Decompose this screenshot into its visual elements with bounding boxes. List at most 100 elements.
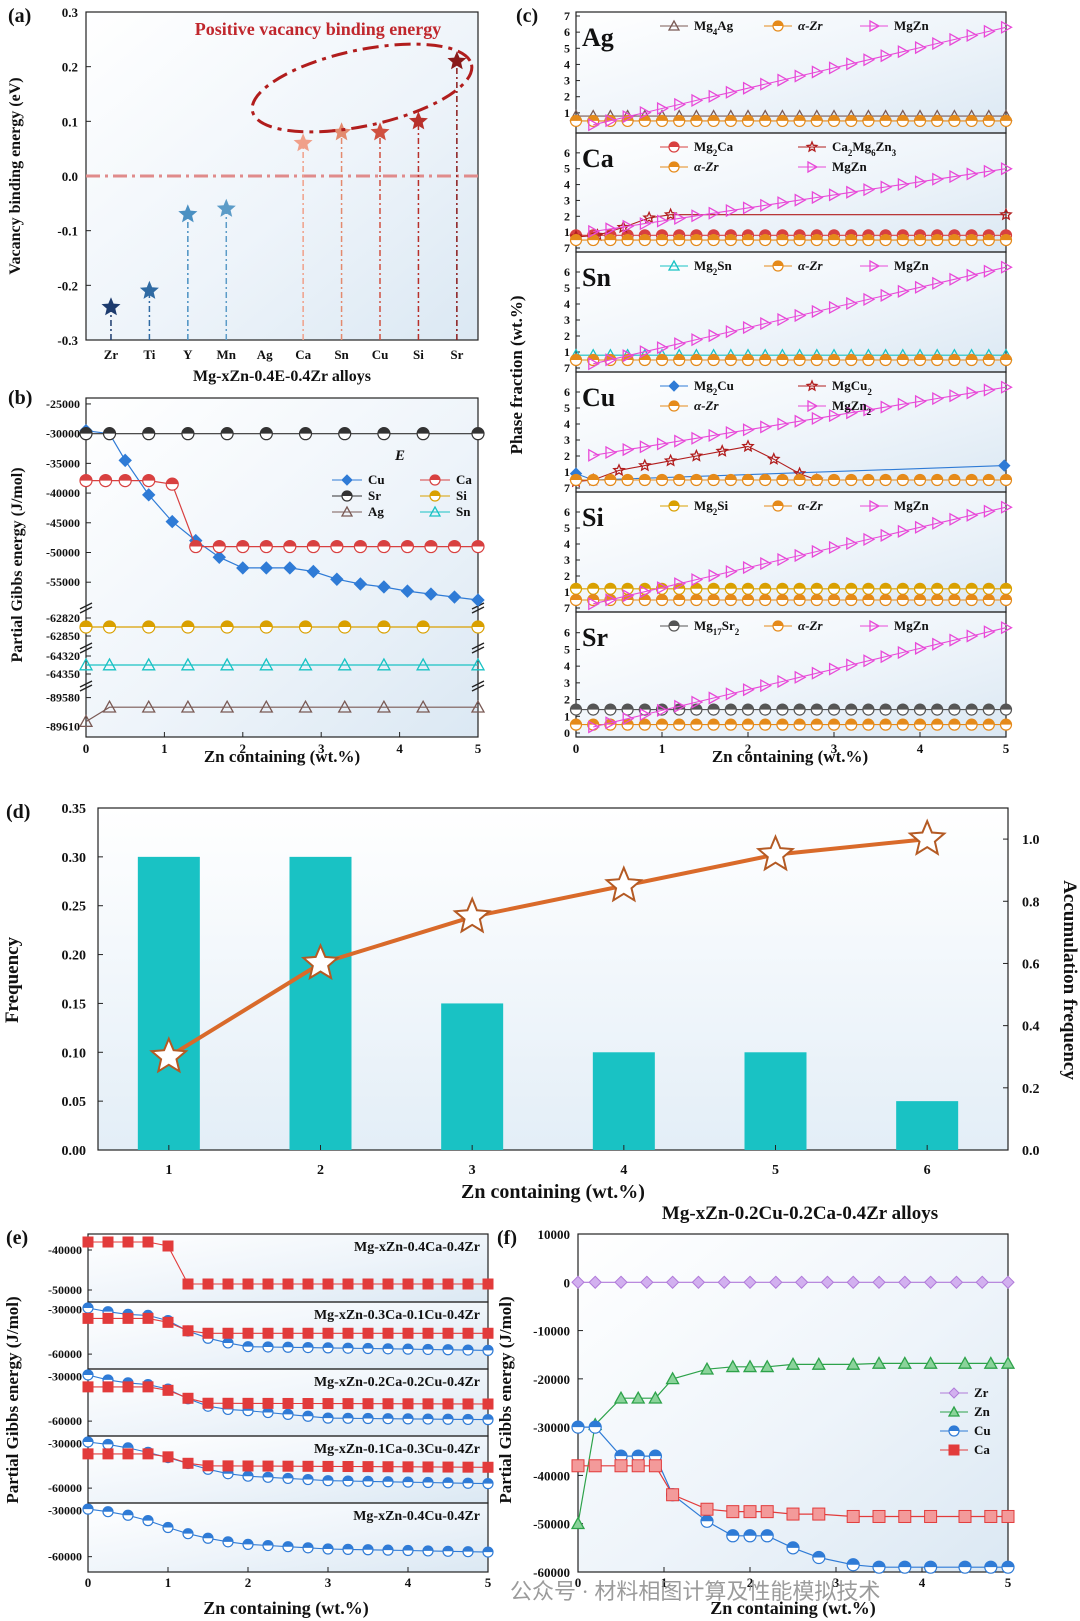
a-ytick-label: 0.2 (62, 60, 78, 75)
c-point-Sn-α-Zr (965, 353, 978, 367)
c-point-Ca-Mg2Ca-fill (794, 229, 806, 236)
c-ytick-label: 7 (564, 361, 570, 375)
c-point-Sr-α-Zr (999, 718, 1013, 731)
c-point-Sr-α-Zr (931, 718, 944, 731)
c-point-Sr-Mg17Sr2-fill (828, 704, 840, 710)
c-point-Sr-Mg17Sr2 (810, 703, 823, 716)
e-point-4-Cu (242, 1538, 254, 1551)
c-point-Ca-MgZn (708, 206, 721, 220)
c-point-Sr-MgZn (691, 695, 704, 709)
e-sub-title: Mg-xZn-0.3Ca-0.1Cu-0.4Zr (314, 1308, 480, 1323)
e-point-1-Ca (82, 1312, 94, 1324)
b-point-Sr (79, 427, 93, 441)
f-legend-label-Cu: Cu (974, 1423, 991, 1438)
f-point-Ca (648, 1459, 662, 1473)
c-point-Ag-MgZn (1000, 20, 1013, 34)
c-point-Ag-MgZn (725, 85, 738, 99)
b-point-Ca (377, 539, 391, 554)
c-point-Cu-α-Zr-fill (639, 474, 651, 480)
c-point-Sr-α-Zr (638, 718, 651, 731)
a-ylabel: Vacancy binding energy (eV) (7, 77, 24, 274)
f-point-Cu-fill (787, 1541, 799, 1548)
c-point-Si-Mg2Si-fill (811, 583, 823, 589)
c-point-Ca-Mg2Ca-fill (948, 229, 960, 236)
c-point-Ca-α-Zr (948, 233, 961, 247)
e-point-2-Cu-fill (283, 1409, 293, 1415)
c-legend-marker-fill (773, 501, 783, 506)
e-point-3-Cu-fill (123, 1442, 133, 1448)
e-point-0-Ca (222, 1278, 234, 1290)
f-point-Ca (760, 1505, 774, 1519)
c-point-Ca-α-Zr-fill (862, 234, 874, 241)
c-legend-marker-fill (773, 261, 783, 266)
b-legend-marker-Ca-fill (430, 475, 440, 480)
c-legend-part: 6 (871, 148, 876, 158)
d-y2tick-label: 0.4 (1022, 1020, 1040, 1035)
c-point-Cu-α-Zr-fill (673, 474, 685, 480)
c-legend-marker-fill (669, 162, 679, 167)
a-ytick-label: -0.3 (57, 333, 78, 348)
c-legend-marker-fill (773, 621, 783, 626)
c-point-Ca-α-Zr (655, 233, 669, 247)
e-point-1-Ca (262, 1327, 274, 1339)
f-point-Zr (588, 1275, 602, 1289)
c-point-Sr-α-Zr (741, 718, 755, 731)
b-legend-title: E (394, 448, 405, 464)
f-point-Cu-fill (701, 1515, 713, 1522)
e-point-4-Cu (82, 1503, 94, 1515)
c-point-Ag-α-Zr-fill (690, 115, 702, 121)
f-point-Cu-fill (847, 1558, 860, 1565)
e-point-1-Cu (282, 1341, 294, 1353)
a-xtick-label: Sn (334, 347, 349, 362)
b-point-Ca (142, 473, 156, 488)
c-ytick-label: 5 (564, 41, 570, 55)
f-point-Zr (898, 1275, 912, 1289)
b-ytick-label: -50000 (46, 545, 80, 559)
c-point-Si-α-Zr (759, 593, 772, 607)
c-legend-part: Sr (722, 618, 735, 633)
c-line-Ag-MgZn (593, 26, 1007, 126)
d-xlabel: Zn containing (wt.%) (461, 1181, 645, 1203)
e-point-2-Ca (442, 1398, 454, 1410)
e-point-4-Cu-fill (123, 1510, 133, 1516)
c-point-Cu-α-Zr (845, 473, 858, 487)
e-point-1-Ca (242, 1327, 254, 1339)
c-point-Sn-α-Zr-fill (914, 354, 926, 360)
c-legend-part: MgCu (832, 378, 867, 393)
c-point-Ag-α-Zr (759, 114, 772, 128)
b-point-Ca-fill (330, 540, 343, 547)
f-point-Zn (648, 1390, 663, 1404)
c-point-Sr-Mg17Sr2 (896, 703, 909, 716)
c-point-Ca-Mg2Ca-fill (880, 229, 892, 236)
a-highlight-ellipse (250, 42, 474, 134)
b-point-Cu (283, 561, 297, 575)
f-point-Ca (726, 1505, 740, 1519)
f-point-Zn (811, 1357, 826, 1370)
e-point-1-Cu-fill (383, 1343, 393, 1349)
b-point-Cu (142, 488, 156, 502)
c-ytick-label: 6 (564, 385, 570, 399)
e-point-4-Cu (402, 1544, 414, 1557)
c-legend-marker-fill (669, 621, 679, 626)
e-point-1-Ca (222, 1327, 234, 1339)
e-point-1-Ca (102, 1312, 114, 1324)
b-point-Ca (259, 539, 273, 554)
e-point-4-Cu (222, 1536, 234, 1548)
b-break-1-l (79, 602, 93, 614)
c-legend-part: Mg (694, 18, 713, 33)
e-ytick-label: -30000 (48, 1504, 82, 1518)
c-point-Ca-Ca2Mg6Zn3 (999, 207, 1013, 221)
c-point-Ca-α-Zr-fill (570, 234, 582, 241)
e-point-3-Cu-fill (403, 1477, 413, 1483)
c-point-Cu-MgZn2 (983, 383, 996, 397)
c-point-Si-α-Zr (776, 593, 789, 607)
b-point-Ag (416, 699, 431, 713)
e-point-3-Ca (422, 1461, 434, 1473)
e-point-1-Cu (82, 1302, 94, 1314)
c-point-Cu-α-Zr (673, 473, 686, 487)
c-point-Sn-α-Zr (896, 353, 909, 367)
c-point-Sn-MgZn (656, 341, 669, 355)
e-point-0-Ca (362, 1278, 374, 1290)
c-point-Sn-α-Zr (982, 353, 995, 367)
c-point-Sn-α-Zr (759, 353, 772, 367)
